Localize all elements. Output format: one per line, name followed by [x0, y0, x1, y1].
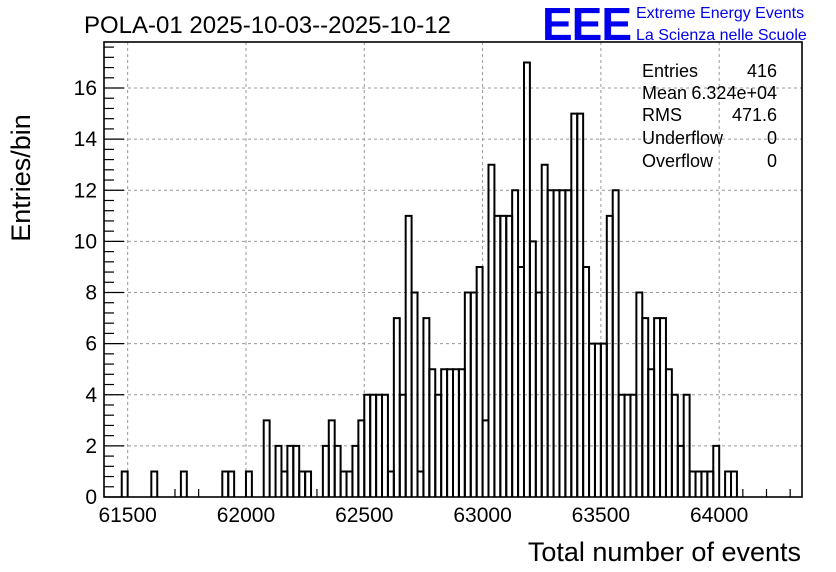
y-tick-label: 10: [74, 230, 97, 253]
stats-value: 416: [747, 61, 777, 81]
stats-value: 0: [767, 151, 777, 171]
stats-label: Overflow: [642, 151, 714, 171]
y-tick-label: 16: [74, 77, 97, 100]
x-tick-label: 62000: [217, 504, 275, 527]
histogram-series: [120, 61, 738, 497]
stats-box: Entries 416 Mean 6.324e+04 RMS 471.6 Und…: [642, 61, 777, 171]
histogram-bin: [611, 189, 620, 497]
stats-value: 471.6: [732, 105, 777, 125]
histogram-bin: [475, 265, 484, 497]
y-tick-label: 6: [85, 333, 97, 356]
histogram-bin: [381, 393, 389, 497]
x-axis-title: Total number of events: [528, 537, 801, 567]
histogram-bin: [150, 470, 159, 497]
x-tick-label: 62500: [335, 504, 393, 527]
axis-ticks: [103, 46, 791, 498]
plot-frame: [103, 41, 803, 498]
stats-label: Underflow: [642, 128, 724, 148]
logo-line-1: Extreme Energy Events: [636, 5, 804, 22]
histogram-bin: [179, 470, 188, 497]
y-tick-label: 2: [85, 435, 97, 458]
x-tick-label: 64000: [690, 504, 748, 527]
eee-logo: EEE Extreme Energy Events La Scienza nel…: [542, 0, 807, 50]
y-tick-label: 8: [85, 282, 97, 305]
stats-label: RMS: [642, 105, 682, 125]
x-tick-label: 63500: [572, 504, 630, 527]
y-tick-label: 4: [85, 384, 97, 407]
y-tick-label: 14: [74, 128, 98, 151]
tick-labels: 61500 62000 62500 63000 63500 64000 0 2 4 6 8 10 12 1…: [74, 77, 749, 527]
x-tick-label: 63000: [453, 504, 511, 527]
stats-value: 0: [767, 128, 777, 148]
logo-line-2: La Scienza nelle Scuole: [636, 27, 807, 44]
histogram-bin: [227, 470, 236, 497]
x-tick-label: 61500: [98, 504, 156, 527]
stats-row-rms: RMS 471.6: [642, 105, 777, 125]
histogram-bin: [730, 470, 738, 497]
stats-row-underflow: Underflow 0: [642, 128, 777, 148]
stats-row-overflow: Overflow 0: [642, 151, 777, 171]
histogram-bin: [304, 470, 313, 497]
chart-title: POLA-01 2025-10-03--2025-10-12: [84, 12, 451, 39]
histogram-bin: [410, 291, 419, 497]
stats-row-mean: Mean 6.324e+04: [642, 83, 777, 103]
stats-label: Mean: [642, 83, 687, 103]
y-tick-label: 0: [85, 486, 97, 509]
stats-row-entries: Entries 416: [642, 61, 777, 81]
histogram-bin: [712, 444, 721, 497]
histogram-bin: [262, 419, 271, 497]
stats-label: Entries: [642, 61, 698, 81]
histogram-bin: [682, 393, 691, 497]
y-axis-title: Entries/bin: [6, 114, 36, 242]
logo-mark: EEE: [542, 0, 631, 50]
y-tick-label: 12: [74, 179, 97, 202]
stats-value: 6.324e+04: [691, 83, 777, 103]
